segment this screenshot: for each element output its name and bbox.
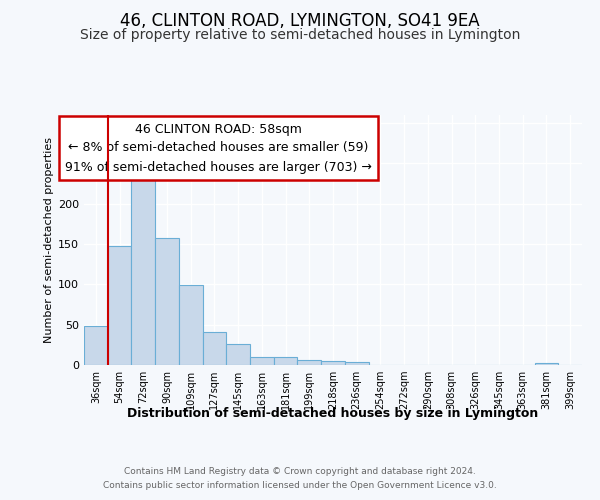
Bar bbox=[535, 362, 558, 365]
Text: Distribution of semi-detached houses by size in Lymington: Distribution of semi-detached houses by … bbox=[127, 408, 539, 420]
Bar bbox=[203, 332, 226, 365]
Bar bbox=[345, 362, 368, 365]
Bar bbox=[250, 357, 274, 365]
Bar bbox=[321, 361, 345, 365]
Bar bbox=[155, 238, 179, 365]
Text: Contains HM Land Registry data © Crown copyright and database right 2024.: Contains HM Land Registry data © Crown c… bbox=[124, 468, 476, 476]
Text: 46, CLINTON ROAD, LYMINGTON, SO41 9EA: 46, CLINTON ROAD, LYMINGTON, SO41 9EA bbox=[120, 12, 480, 30]
Bar bbox=[274, 357, 298, 365]
Bar bbox=[84, 326, 108, 365]
Y-axis label: Number of semi-detached properties: Number of semi-detached properties bbox=[44, 137, 54, 343]
Bar bbox=[131, 168, 155, 365]
Bar bbox=[108, 246, 131, 365]
Bar bbox=[226, 344, 250, 365]
Text: Size of property relative to semi-detached houses in Lymington: Size of property relative to semi-detach… bbox=[80, 28, 520, 42]
Text: 46 CLINTON ROAD: 58sqm
← 8% of semi-detached houses are smaller (59)
91% of semi: 46 CLINTON ROAD: 58sqm ← 8% of semi-deta… bbox=[65, 122, 372, 174]
Bar bbox=[179, 285, 203, 365]
Text: Contains public sector information licensed under the Open Government Licence v3: Contains public sector information licen… bbox=[103, 481, 497, 490]
Bar bbox=[298, 360, 321, 365]
